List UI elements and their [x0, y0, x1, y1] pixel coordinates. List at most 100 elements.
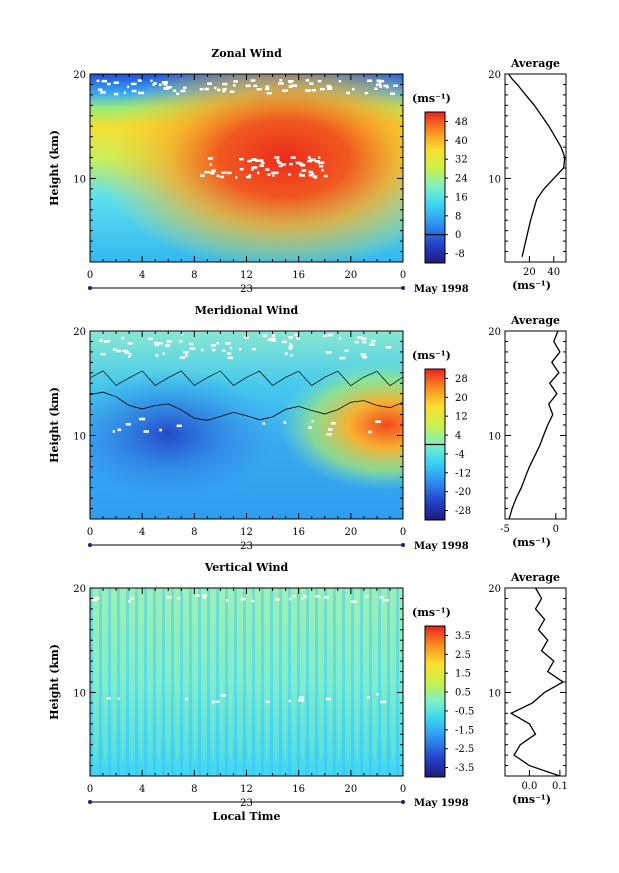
colorbar: -8 0 8 16 24 32 40 48: [424, 111, 468, 264]
data-gap-cell: [344, 349, 349, 352]
colorbar-tick-label: 40: [455, 136, 468, 147]
colorbar-tick-label: 1.5: [455, 669, 471, 680]
colorbar-tick-label: 16: [455, 192, 468, 203]
data-gap-cell: [282, 340, 287, 343]
data-gap-cell: [233, 80, 238, 83]
data-gap-cell: [326, 351, 332, 354]
data-gap-cell: [166, 596, 172, 599]
data-gap-cell: [272, 334, 276, 337]
data-gap-cell: [252, 347, 256, 351]
data-gap-cell: [251, 599, 255, 603]
colorbar-tick-label: -8: [455, 249, 465, 260]
data-gap-cell: [374, 87, 378, 90]
data-gap-cell: [271, 171, 277, 174]
heatmap-layer: [90, 74, 403, 262]
x-tick-label: 0: [87, 270, 93, 281]
panel-title: Zonal Wind: [211, 47, 282, 60]
data-gap-cell: [128, 355, 131, 358]
data-gap-cell: [200, 174, 205, 177]
data-gap-cell: [131, 89, 137, 93]
data-gap-cell: [257, 171, 260, 175]
data-gap-cell: [130, 82, 137, 86]
panel-title: Meridional Wind: [195, 304, 299, 317]
data-gap-cell: [362, 340, 367, 344]
data-gap-cell: [204, 87, 210, 91]
colorbar-tick-label: 20: [455, 393, 468, 404]
data-gap-cell: [214, 86, 217, 90]
day-axis-end: [401, 800, 405, 804]
profile-title: Average: [510, 571, 560, 584]
data-gap-cell: [227, 356, 233, 360]
colorbar-tick-label: -12: [455, 468, 471, 479]
data-gap-cell: [317, 161, 321, 165]
data-gap-cell: [270, 339, 276, 342]
data-gap-cell: [104, 340, 111, 343]
data-gap-cell: [320, 87, 325, 91]
colorbar-frame: [424, 625, 446, 778]
day-label: 23: [240, 798, 253, 809]
y-tick-label: 10: [73, 688, 86, 699]
profile-x-tick-label: -5: [500, 524, 510, 535]
profile-line: [508, 73, 566, 257]
x-tick-label: 0: [400, 270, 406, 281]
data-gap-cell: [189, 342, 194, 346]
data-gap-cell: [248, 174, 252, 177]
data-gap-cell: [154, 343, 159, 347]
average-profile: Average 10 20 -5 0(ms⁻¹): [488, 314, 567, 549]
data-gap-cell: [319, 161, 325, 164]
colorbar-unit: (ms⁻¹): [412, 92, 451, 105]
data-gap-cell: [267, 173, 271, 176]
data-gaps: [98, 333, 392, 436]
data-gap-cell: [328, 333, 333, 337]
data-gap-cell: [216, 700, 220, 703]
y-axis-label: Height (km): [48, 130, 61, 206]
data-gap-cell: [250, 168, 254, 171]
data-gap-cell: [222, 87, 227, 91]
profile-frame: [504, 73, 567, 263]
data-gap-cell: [338, 80, 342, 83]
data-gap-cell: [367, 79, 373, 82]
data-gap-cell: [184, 697, 189, 701]
data-gap-cell: [292, 594, 296, 598]
data-gap-cell: [303, 595, 306, 598]
x-tick-label: 4: [139, 527, 145, 538]
x-tick-label: 16: [292, 527, 305, 538]
colorbar-tick-label: 2.5: [455, 650, 471, 661]
profile-frame: [504, 330, 567, 520]
data-gap-cell: [158, 342, 163, 345]
heatmap-layer: [90, 588, 403, 776]
colorbar-frame: [424, 111, 446, 264]
profile-y-tick-label: 10: [488, 174, 501, 185]
data-gap-cell: [117, 428, 122, 432]
data-gap-cell: [203, 596, 207, 599]
colorbar-tick-label: -3.5: [455, 763, 474, 774]
data-gap-cell: [376, 79, 382, 82]
data-gap-cell: [210, 172, 215, 175]
x-tick-label: 4: [139, 270, 145, 281]
data-gap-cell: [101, 90, 104, 94]
data-gap-cell: [240, 597, 246, 601]
data-gap-cell: [298, 162, 304, 165]
data-gap-cell: [130, 597, 135, 600]
colorbar-fill: [425, 626, 445, 777]
profile-x-tick-label: 0.1: [552, 781, 568, 792]
data-gap-cell: [125, 423, 131, 426]
data-gap-cell: [162, 352, 165, 355]
data-gap-cell: [281, 163, 286, 166]
data-gap-cell: [314, 160, 320, 163]
data-gap-cell: [265, 700, 270, 703]
colorbar-tick-label: -28: [455, 506, 471, 517]
data-gap-cell: [318, 156, 321, 159]
data-gap-cell: [312, 158, 316, 161]
data-gap-cell: [226, 599, 229, 602]
x-tick-label: 8: [191, 270, 197, 281]
data-gap-cell: [207, 82, 212, 85]
profile-x-label: (ms⁻¹): [512, 279, 551, 292]
date-label: May 1998: [414, 541, 469, 552]
data-gap-cell: [328, 428, 333, 431]
data-gap-cell: [159, 428, 162, 432]
data-gap-cell: [112, 348, 117, 351]
data-gap-cell: [216, 342, 219, 345]
data-gap-cell: [113, 81, 119, 84]
data-gap-cell: [368, 430, 372, 434]
